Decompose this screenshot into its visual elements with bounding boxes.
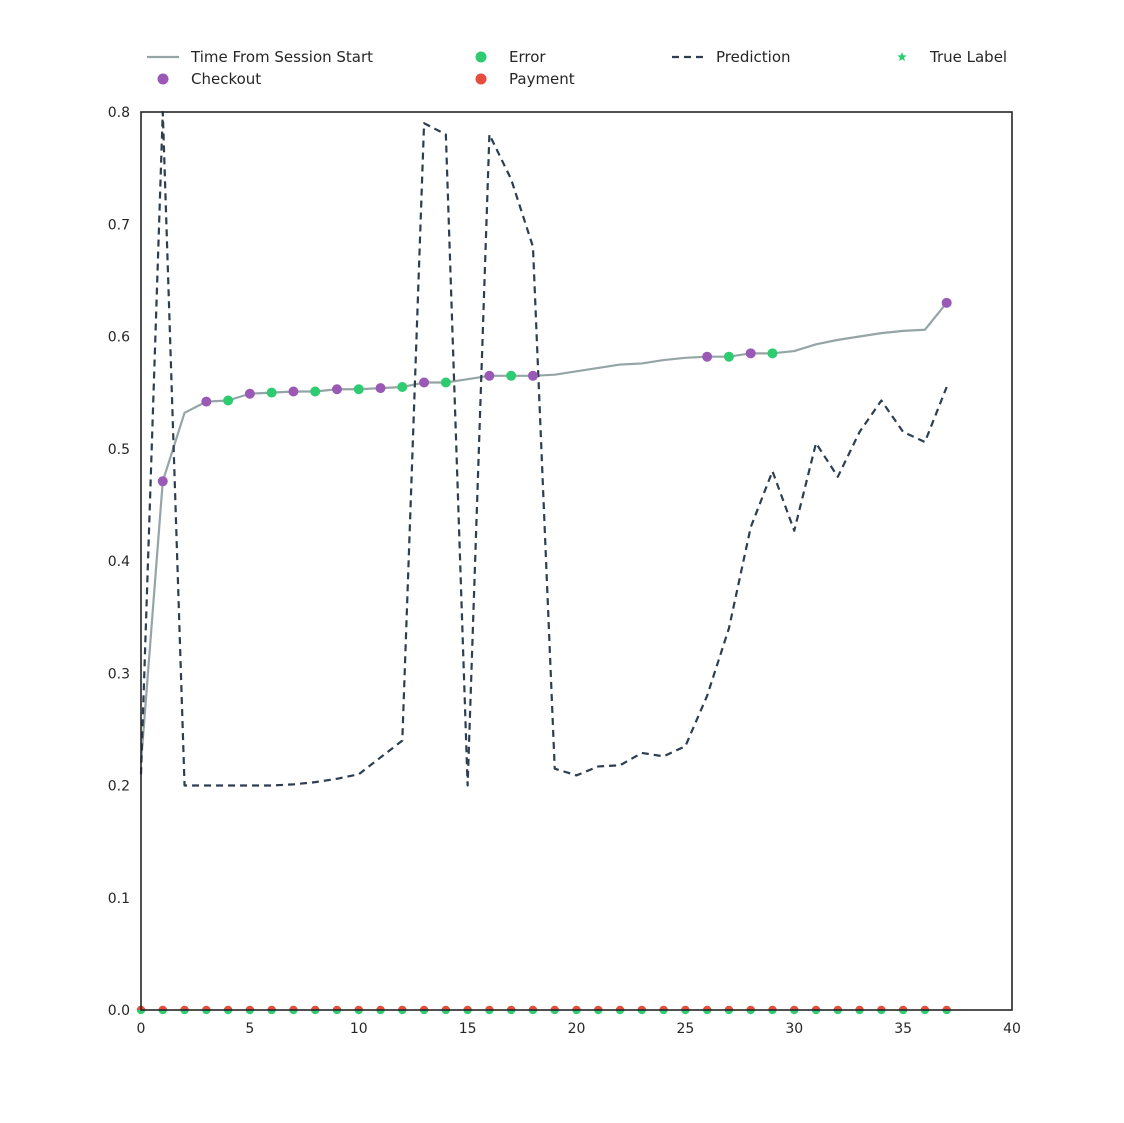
event-marker-checkout — [331, 384, 342, 395]
legend-swatch-marker — [475, 51, 487, 63]
event-marker-error — [266, 387, 277, 398]
event-marker-checkout — [484, 370, 495, 381]
legend-entry: True Label — [897, 48, 1007, 66]
legend-swatch-marker — [157, 73, 169, 85]
y-tick-label: 0.2 — [108, 779, 130, 795]
legend-entry: Prediction — [672, 48, 791, 66]
x-tick-label: 10 — [350, 1021, 368, 1037]
x-tick-label: 20 — [568, 1021, 586, 1037]
legend-entry: Time From Session Start — [147, 48, 373, 66]
event-marker-checkout — [201, 396, 212, 407]
event-marker-error — [506, 370, 517, 381]
legend-entry: Payment — [475, 70, 575, 88]
legend-label: Prediction — [716, 48, 791, 66]
legend-entry: Error — [475, 48, 546, 66]
legend-label: Time From Session Start — [190, 48, 373, 66]
event-marker-error — [353, 384, 364, 395]
axes: 0 5 10 15 20 25 30 35 40 0.0 0.1 0.2 0.3 0.4 0.5 0.6 0.7… — [108, 105, 1021, 1037]
event-marker-checkout — [419, 377, 430, 388]
series-line-prediction — [139, 110, 948, 787]
y-tick-label: 0.8 — [108, 105, 130, 121]
legend: Time From Session Start Error Prediction Tr… — [147, 48, 1007, 88]
y-tick-label: 0.6 — [108, 330, 130, 346]
event-marker-checkout — [375, 383, 386, 394]
event-marker-error — [397, 382, 408, 393]
legend-label: Checkout — [191, 70, 261, 88]
event-marker-checkout — [702, 351, 713, 362]
x-tick-label: 5 — [245, 1021, 254, 1037]
event-marker-checkout — [527, 370, 538, 381]
legend-swatch-star — [897, 52, 907, 62]
y-tick-label: 0.3 — [108, 666, 130, 682]
event-marker-error — [440, 377, 451, 388]
event-marker-error — [723, 351, 734, 362]
event-marker-error — [223, 395, 234, 406]
legend-swatch-marker — [475, 73, 487, 85]
x-tick-label: 35 — [894, 1021, 912, 1037]
legend-entry: Checkout — [157, 70, 261, 88]
legend-label: True Label — [929, 48, 1007, 66]
x-tick-label: 30 — [785, 1021, 803, 1037]
event-marker-error — [767, 348, 778, 359]
event-marker-checkout — [157, 476, 168, 487]
event-marker-checkout — [288, 386, 299, 397]
event-marker-checkout — [941, 297, 952, 308]
y-tick-label: 0.0 — [108, 1003, 130, 1019]
y-tick-label: 0.7 — [108, 217, 130, 233]
legend-label: Payment — [509, 70, 575, 88]
event-marker-error — [310, 386, 321, 397]
y-tick-label: 0.1 — [108, 891, 130, 907]
event-marker-checkout — [745, 348, 756, 359]
x-tick-label: 15 — [459, 1021, 477, 1037]
x-tick-label: 25 — [676, 1021, 694, 1037]
event-marker-checkout — [244, 388, 255, 399]
y-tick-label: 0.5 — [108, 442, 130, 458]
legend-label: Error — [509, 48, 546, 66]
y-tick-label: 0.4 — [108, 554, 130, 570]
x-tick-label: 0 — [137, 1021, 146, 1037]
x-tick-label: 40 — [1003, 1021, 1021, 1037]
plot-frame — [140, 111, 1013, 1011]
